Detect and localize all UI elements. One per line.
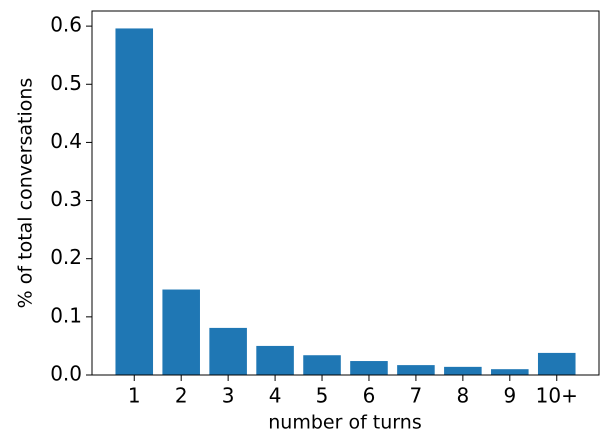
x-tick-label: 10+ (536, 384, 578, 408)
plot-frame (91, 10, 600, 376)
y-tick-label: 0.1 (50, 303, 82, 327)
y-tick-label: 0.3 (50, 187, 82, 211)
x-tick-label: 3 (222, 384, 235, 408)
y-tick-label: 0.6 (50, 13, 82, 37)
x-axis-label: number of turns (268, 412, 421, 434)
x-tick-label: 6 (363, 384, 376, 408)
y-tick-label: 0.0 (50, 362, 82, 386)
bar (397, 365, 435, 375)
y-tick-label: 0.2 (50, 245, 82, 269)
x-tick-label: 9 (503, 384, 516, 408)
bar (350, 361, 388, 375)
x-tick-label: 1 (128, 384, 141, 408)
bar (115, 28, 154, 375)
bar (256, 345, 294, 375)
x-tick-label: 5 (316, 384, 329, 408)
bar (444, 366, 482, 375)
bar (491, 369, 529, 375)
x-tick-label: 7 (410, 384, 423, 408)
bar (537, 352, 576, 375)
y-axis-label: % of total conversations (15, 78, 37, 309)
bar (209, 327, 247, 375)
x-tick-label: 2 (175, 384, 188, 408)
x-tick-label: 4 (269, 384, 282, 408)
y-tick-label: 0.4 (50, 129, 82, 153)
y-tick-label: 0.5 (50, 71, 82, 95)
bar (162, 289, 200, 375)
x-tick-label: 8 (456, 384, 469, 408)
bar (303, 355, 341, 375)
